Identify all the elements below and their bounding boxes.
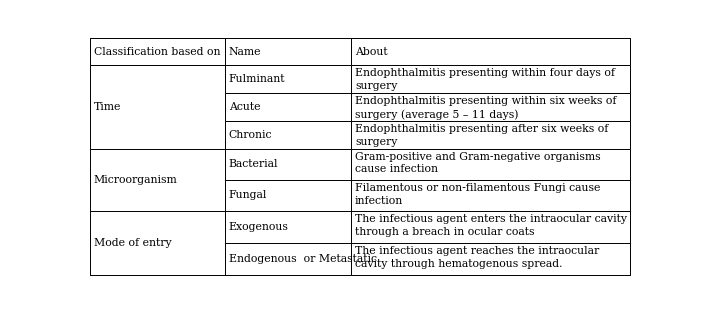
Text: Gram-positive and Gram-negative organisms
cause infection: Gram-positive and Gram-negative organism…	[355, 152, 600, 175]
Bar	[225, 180, 351, 211]
Bar	[351, 243, 630, 275]
Bar	[90, 211, 225, 275]
Bar	[225, 93, 351, 121]
Bar	[351, 211, 630, 243]
Bar	[90, 38, 225, 65]
Text: Acute: Acute	[229, 102, 260, 112]
Bar	[351, 121, 630, 148]
Text: Endophthalmitis presenting after six weeks of
surgery: Endophthalmitis presenting after six wee…	[355, 124, 608, 147]
Bar	[351, 148, 630, 180]
Bar	[225, 211, 351, 243]
Text: Name: Name	[229, 47, 261, 57]
Text: Fungal: Fungal	[229, 190, 267, 200]
Text: The infectious agent reaches the intraocular
cavity through hematogenous spread.: The infectious agent reaches the intraoc…	[355, 246, 599, 269]
Bar	[351, 65, 630, 93]
Text: Filamentous or non-filamentous Fungi cause
infection: Filamentous or non-filamentous Fungi cau…	[355, 183, 600, 206]
Bar	[351, 38, 630, 65]
Bar	[351, 93, 630, 121]
Bar	[225, 65, 351, 93]
Bar	[225, 148, 351, 180]
Text: Time: Time	[94, 102, 121, 112]
Bar	[225, 243, 351, 275]
Text: The infectious agent enters the intraocular cavity
through a breach in ocular co: The infectious agent enters the intraocu…	[355, 214, 627, 237]
Bar	[90, 148, 225, 211]
Text: Endogenous  or Metastatic: Endogenous or Metastatic	[229, 254, 377, 264]
Text: Endophthalmitis presenting within four days of
surgery: Endophthalmitis presenting within four d…	[355, 69, 615, 91]
Bar	[225, 121, 351, 148]
Text: Classification based on: Classification based on	[94, 47, 220, 57]
Text: Fulminant: Fulminant	[229, 74, 285, 84]
Text: About: About	[355, 47, 388, 57]
Text: Endophthalmitis presenting within six weeks of
surgery (average 5 – 11 days): Endophthalmitis presenting within six we…	[355, 96, 616, 120]
Text: Bacterial: Bacterial	[229, 159, 278, 169]
Text: Microorganism: Microorganism	[94, 175, 178, 185]
Text: Mode of entry: Mode of entry	[94, 238, 171, 248]
Text: Chronic: Chronic	[229, 130, 272, 140]
Text: Exogenous: Exogenous	[229, 222, 289, 232]
Bar	[225, 38, 351, 65]
Bar	[351, 180, 630, 211]
Bar	[90, 65, 225, 148]
